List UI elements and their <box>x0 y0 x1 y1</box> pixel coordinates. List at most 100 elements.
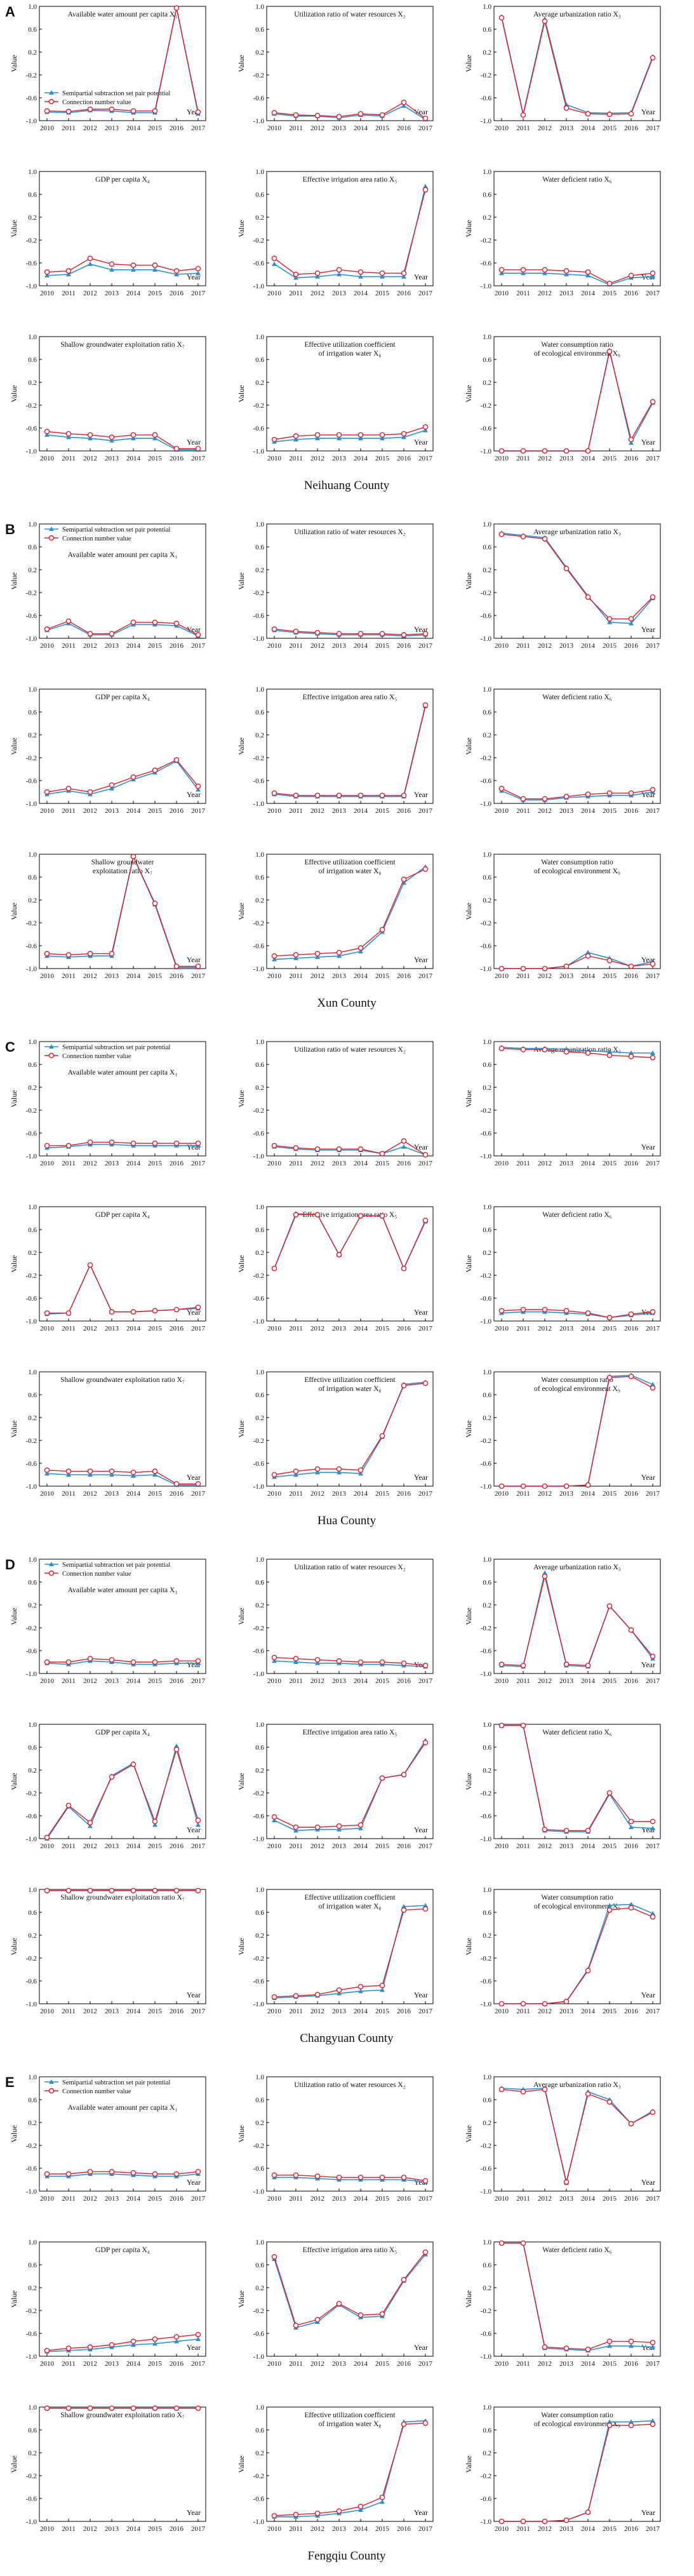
data-point-cnv <box>293 1145 299 1151</box>
data-point-cnv <box>87 2169 93 2175</box>
y-tick-label: -0.6 <box>253 425 265 433</box>
x-tick-label: 2011 <box>62 2525 76 2533</box>
data-point-cnv <box>357 432 364 438</box>
x-tick-label: 2012 <box>310 807 324 815</box>
x-tick-label: 2015 <box>148 124 163 132</box>
y-tick-label: -1.0 <box>253 800 265 808</box>
subplot-title: Average urbanization ratio X₃ <box>533 1564 621 1571</box>
series-line-cnv <box>274 868 426 956</box>
data-point-cnv <box>563 963 570 969</box>
series-line-cnv <box>46 2334 199 2351</box>
y-tick-label: -0.6 <box>481 2165 492 2173</box>
data-point-spp <box>650 1050 655 1055</box>
data-point-cnv <box>357 269 364 275</box>
x-tick-label: 2010 <box>495 1160 509 1167</box>
x-tick-label: 2010 <box>40 2525 55 2533</box>
data-point-cnv <box>422 631 429 637</box>
x-tick-label: 2015 <box>148 642 163 650</box>
x-tick-label: 2016 <box>397 972 411 980</box>
y-tick-label: -1.0 <box>481 2001 492 2008</box>
data-point-spp <box>337 436 342 441</box>
y-axis-label: Value <box>464 1090 473 1107</box>
data-point-cnv <box>422 2178 429 2184</box>
data-point-cnv <box>293 112 299 118</box>
data-point-cnv <box>498 1308 505 1314</box>
x-tick-label: 2016 <box>397 1842 411 1850</box>
y-axis-label: Value <box>237 902 246 920</box>
plot-frame <box>266 523 434 639</box>
data-point-spp <box>607 619 612 624</box>
x-tick-label: 2016 <box>170 124 184 132</box>
data-point-cnv <box>379 631 385 637</box>
x-tick-label: 2015 <box>375 1842 390 1850</box>
x-tick-label: 2013 <box>559 1490 574 1498</box>
data-point-cnv <box>173 1747 180 1752</box>
y-tick-label: -0.2 <box>481 1790 491 1797</box>
data-point-spp <box>337 1827 342 1832</box>
x-tick-label: 2011 <box>289 2195 303 2203</box>
data-point-cnv <box>336 1252 342 1258</box>
x-tick-label: 2015 <box>603 455 617 462</box>
y-axis-label: Value <box>10 2290 18 2307</box>
data-point-cnv <box>65 1659 72 1665</box>
data-point-cnv <box>606 958 613 963</box>
y-tick-label: 0.2 <box>28 379 37 387</box>
subplot-title: GDP per capita X₄ <box>95 694 150 701</box>
y-tick-label: -0.6 <box>481 1647 492 1655</box>
x-tick-label: 2017 <box>646 807 660 815</box>
data-point-spp <box>607 2343 612 2348</box>
data-point-cnv <box>87 1139 93 1145</box>
x-tick-label: 2016 <box>397 1490 411 1498</box>
x-tick-label: 2011 <box>289 1677 303 1685</box>
y-axis-label: Value <box>10 572 18 589</box>
x-tick-label: 2010 <box>267 1677 282 1685</box>
y-tick-label: 0.2 <box>255 1084 264 1092</box>
x-tick-label: 2015 <box>148 455 163 462</box>
x-tick-label: 2012 <box>83 972 97 980</box>
x-tick-label: 2010 <box>267 2195 282 2203</box>
year-label: Year <box>641 107 655 116</box>
x-tick-label: 2016 <box>624 124 639 132</box>
x-tick-label: 2014 <box>581 1677 596 1685</box>
series-line-cnv <box>274 1140 426 1155</box>
y-tick-label: -1.0 <box>26 800 37 808</box>
data-point-cnv <box>293 628 299 634</box>
data-point-cnv <box>401 99 407 105</box>
data-point-spp <box>423 427 428 433</box>
data-point-spp <box>131 1473 136 1478</box>
x-tick-label: 2013 <box>332 1325 347 1332</box>
x-tick-label: 2013 <box>105 2008 119 2015</box>
year-label: Year <box>414 790 428 799</box>
x-tick-label: 2015 <box>148 1160 163 1167</box>
x-tick-label: 2015 <box>603 124 617 132</box>
data-point-cnv <box>498 2240 505 2246</box>
y-tick-label: -1.0 <box>481 1670 492 1678</box>
y-tick-label: 1.0 <box>483 851 491 859</box>
y-tick-label: -0.6 <box>253 2330 265 2338</box>
y-tick-label: 0.2 <box>255 2119 264 2127</box>
y-tick-label: -0.2 <box>253 2307 264 2315</box>
x-tick-label: 2013 <box>105 972 119 980</box>
y-tick-label: -0.2 <box>481 589 491 597</box>
year-label: Year <box>641 438 655 446</box>
data-point-cnv <box>520 1663 526 1668</box>
y-tick-label: -0.2 <box>253 237 264 245</box>
data-point-spp <box>109 1472 114 1477</box>
y-tick-label: 1.0 <box>28 1204 37 1211</box>
subplot-title: of ecological environment X₉ <box>534 2420 620 2428</box>
data-point-cnv <box>357 1659 364 1665</box>
y-tick-label: 0.2 <box>483 732 491 739</box>
year-label: Year <box>641 1990 655 1999</box>
x-tick-label: 2016 <box>397 2195 411 2203</box>
data-point-cnv <box>606 349 613 354</box>
y-tick-label: 0.6 <box>255 709 264 716</box>
y-tick-label: 1.0 <box>255 521 264 528</box>
data-point-spp <box>358 1471 363 1476</box>
y-tick-label: 0.2 <box>28 1084 37 1092</box>
x-tick-label: 2016 <box>170 972 184 980</box>
y-axis-label: Value <box>237 1938 246 1955</box>
x-tick-label: 2017 <box>646 2360 660 2368</box>
data-point-cnv <box>585 2509 591 2515</box>
data-point-spp <box>629 1050 634 1055</box>
x-tick-label: 2013 <box>332 124 347 132</box>
